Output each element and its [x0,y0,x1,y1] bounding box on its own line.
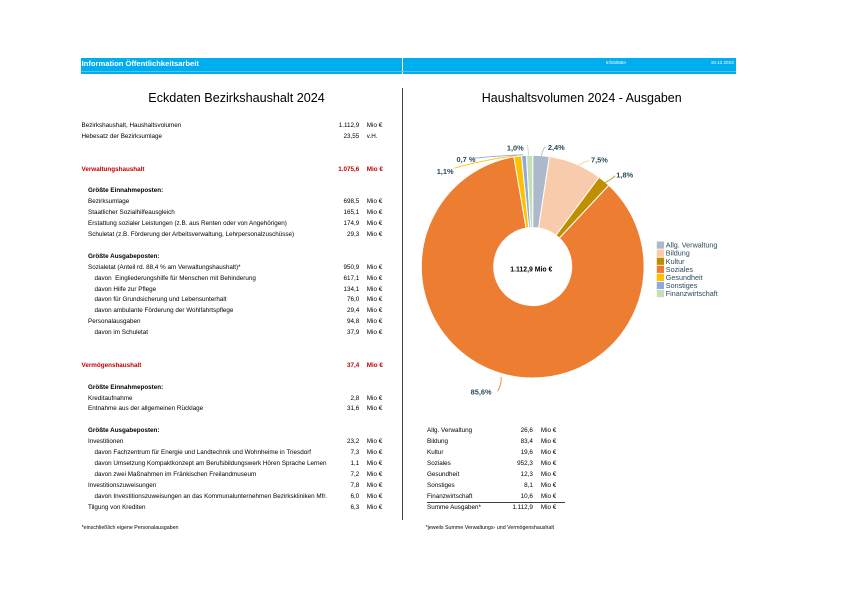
svg-text:1,0%: 1,0% [507,144,524,153]
svg-text:Finanzwirtschaft: Finanzwirtschaft [666,289,718,298]
svg-text:85,6%: 85,6% [471,388,492,397]
svg-text:Sonstiges: Sonstiges [666,281,698,290]
svg-text:1,8%: 1,8% [616,170,633,179]
svg-text:0,7 %: 0,7 % [457,155,476,164]
svg-text:Allg. Verwaltung: Allg. Verwaltung [666,241,718,250]
svg-text:2,4%: 2,4% [548,143,565,152]
svg-text:Soziales: Soziales [666,265,694,274]
svg-text:1,1%: 1,1% [437,167,454,176]
svg-text:7,5%: 7,5% [591,156,608,165]
svg-text:Gesundheit: Gesundheit [666,273,703,282]
svg-text:Bildung: Bildung [666,249,690,258]
svg-text:Kultur: Kultur [666,257,685,266]
svg-text:1.112,9 Mio €: 1.112,9 Mio € [510,267,552,274]
